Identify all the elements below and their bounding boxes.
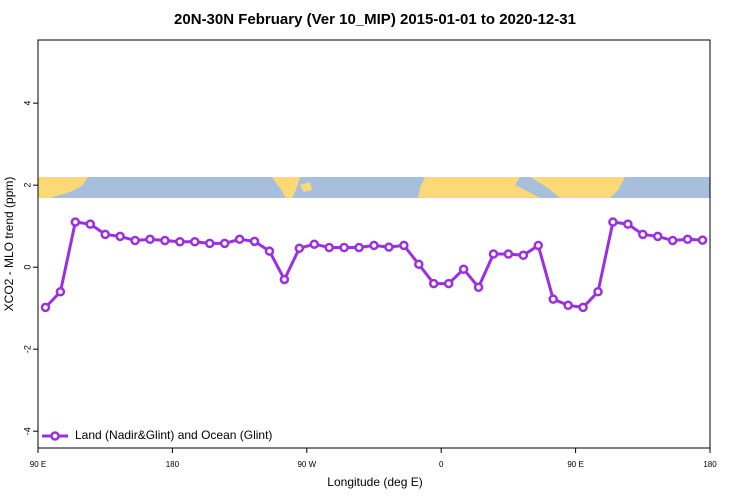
data-point	[175, 236, 185, 247]
data-point	[190, 236, 200, 247]
data-point	[548, 294, 558, 304]
data-point	[145, 234, 155, 245]
data-point	[384, 242, 394, 252]
y-tick-label: 2	[22, 183, 32, 188]
data-point	[608, 217, 618, 227]
x-tick-label: 0	[439, 460, 444, 469]
x-axis-label: Longitude (deg E)	[327, 475, 422, 489]
data-point	[160, 235, 170, 246]
data-point	[563, 300, 573, 311]
data-point	[100, 229, 110, 240]
series-line	[44, 220, 703, 309]
y-tick-label: 0	[22, 265, 32, 270]
data-point	[623, 219, 633, 229]
chart-title: 20N-30N February (Ver 10_MIP) 2015-01-01…	[174, 11, 576, 28]
y-tick-label: 4	[22, 101, 32, 106]
map-strip	[38, 177, 710, 198]
data-point	[503, 249, 514, 259]
data-point	[40, 302, 51, 313]
x-tick-label: 90 E	[567, 460, 583, 469]
data-point	[578, 302, 588, 313]
y-axis-label: XCO2 - MLO trend (ppm)	[2, 177, 16, 312]
data-point	[399, 240, 409, 251]
data-point	[309, 239, 320, 249]
data-point	[294, 243, 305, 254]
data-point	[279, 274, 290, 285]
plot-frame	[37, 39, 711, 449]
legend-label: Land (Nadir&Glint) and Ocean (Glint)	[75, 428, 272, 442]
data-point	[488, 249, 499, 259]
data-point	[443, 278, 454, 289]
data-point	[473, 282, 484, 293]
y-tick-label: -4	[22, 427, 32, 435]
x-tick-label: 180	[166, 460, 180, 469]
legend-marker	[50, 431, 60, 441]
data-point	[234, 234, 245, 245]
x-tick-label: 90 W	[297, 460, 316, 469]
data-point	[414, 259, 424, 270]
data-point	[115, 231, 125, 242]
data-point	[638, 229, 648, 240]
data-point	[682, 234, 693, 245]
data-point	[219, 238, 230, 249]
data-point	[204, 238, 215, 249]
data-point	[593, 287, 603, 297]
data-point	[369, 240, 379, 251]
data-point	[458, 264, 469, 274]
data-point	[428, 278, 439, 289]
x-tick-label: 180	[703, 460, 717, 469]
data-point	[533, 240, 544, 251]
data-point	[697, 235, 708, 245]
data-point	[518, 250, 529, 261]
y-tick-label: -2	[22, 345, 32, 353]
data-point	[339, 242, 349, 253]
data-point	[130, 235, 140, 246]
data-point	[354, 242, 364, 253]
x-tick-label: 90 E	[30, 460, 46, 469]
data-point	[70, 217, 81, 227]
data-point	[264, 246, 275, 256]
data-point	[85, 219, 96, 229]
data-point	[652, 231, 663, 242]
data-point	[249, 236, 260, 247]
data-point	[55, 287, 66, 297]
data-point	[667, 235, 678, 246]
data-point	[324, 242, 334, 253]
